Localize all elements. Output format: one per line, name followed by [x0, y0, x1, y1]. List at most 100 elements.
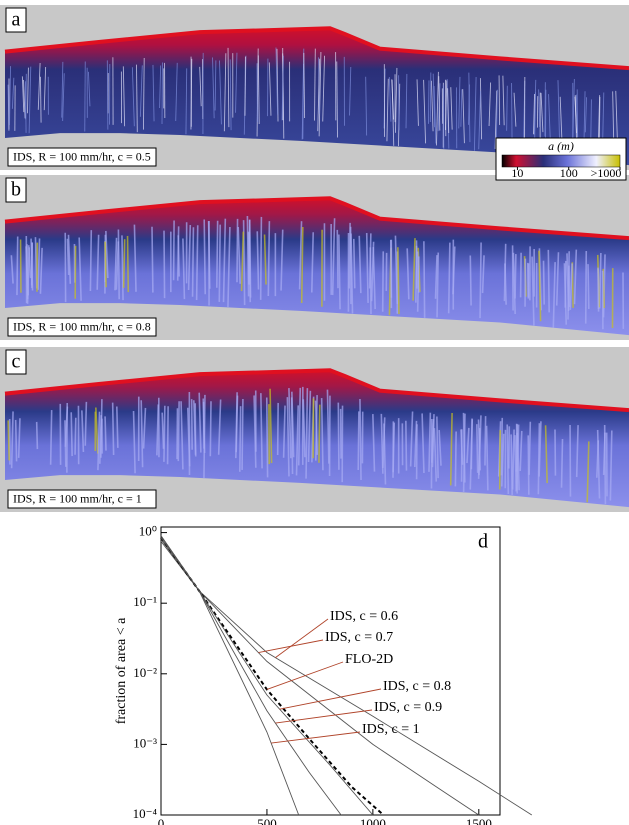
streak — [297, 387, 302, 466]
streak — [348, 222, 351, 289]
plot-frame — [160, 526, 501, 816]
streak — [260, 393, 263, 469]
series-line — [160, 535, 342, 816]
streak — [586, 441, 590, 503]
streak — [298, 221, 303, 290]
streak — [263, 234, 267, 285]
streak — [478, 90, 481, 150]
streak — [267, 221, 271, 297]
streak — [35, 421, 39, 450]
streak — [142, 58, 145, 130]
panel-label: c — [12, 351, 21, 373]
streak — [219, 60, 222, 125]
streak — [507, 426, 511, 469]
streak — [318, 404, 321, 463]
streak — [369, 247, 372, 315]
streak — [534, 92, 536, 147]
x-tick-label: 500 — [257, 816, 277, 825]
leader-line — [275, 618, 329, 659]
streak — [540, 92, 544, 133]
streak — [352, 238, 356, 289]
streak — [331, 218, 336, 296]
streak — [218, 224, 221, 302]
streak — [395, 67, 398, 133]
leader-line — [266, 661, 344, 690]
streak — [132, 410, 136, 474]
streak — [415, 245, 418, 303]
colorbar-tick-label: >1000 — [591, 166, 622, 180]
streak — [227, 47, 230, 128]
streak — [291, 391, 295, 458]
streak — [114, 237, 118, 291]
streak — [584, 97, 587, 133]
streak — [185, 68, 188, 135]
streak — [131, 67, 135, 127]
streak — [49, 410, 53, 465]
panel-label: b — [11, 179, 21, 201]
streak — [433, 428, 438, 482]
streak — [133, 224, 137, 292]
streak — [494, 90, 498, 150]
streak — [16, 236, 19, 296]
streak — [421, 413, 425, 474]
streak — [314, 48, 316, 121]
streak — [317, 58, 321, 132]
streak — [236, 218, 239, 283]
streak — [256, 231, 260, 290]
series-label: IDS, c = 0.7 — [325, 630, 393, 645]
streak — [269, 388, 273, 464]
streak — [182, 238, 186, 300]
streak — [11, 77, 15, 109]
streak — [175, 62, 178, 122]
streak — [575, 425, 579, 478]
streak — [7, 420, 10, 461]
streak — [506, 424, 510, 495]
streak — [89, 230, 93, 292]
streak — [454, 431, 457, 487]
streak — [597, 95, 601, 145]
streak — [391, 79, 395, 146]
streak — [152, 64, 155, 122]
streak — [537, 423, 541, 495]
streak — [438, 429, 442, 466]
streak — [253, 395, 257, 468]
series-label: FLO-2D — [345, 652, 393, 667]
streak — [469, 255, 472, 306]
streak — [602, 92, 605, 143]
streak — [574, 96, 578, 134]
streak — [74, 417, 77, 455]
streak — [223, 53, 227, 132]
terrain-rim — [4, 368, 629, 413]
streak — [548, 94, 551, 146]
streak — [24, 81, 27, 133]
streak — [458, 76, 461, 129]
streak — [338, 234, 341, 310]
series-line — [160, 541, 533, 816]
streak — [513, 92, 517, 127]
streak — [295, 405, 300, 476]
x-tick-label: 0 — [158, 816, 165, 825]
streak — [70, 412, 73, 457]
streak — [476, 424, 479, 473]
streak — [248, 232, 252, 303]
streak — [485, 425, 489, 491]
streak — [406, 248, 410, 300]
streak — [583, 91, 586, 143]
streak — [567, 251, 570, 320]
streak — [488, 82, 492, 126]
streak — [26, 67, 29, 114]
streak — [504, 263, 507, 305]
streak — [533, 93, 536, 135]
streak — [337, 402, 340, 470]
streak — [436, 416, 439, 479]
streak — [241, 398, 244, 470]
streak — [557, 80, 561, 144]
streak — [177, 401, 180, 462]
streak — [126, 235, 130, 293]
streak — [336, 229, 339, 289]
streak — [115, 241, 120, 290]
streak — [199, 66, 202, 107]
streak — [66, 238, 70, 276]
